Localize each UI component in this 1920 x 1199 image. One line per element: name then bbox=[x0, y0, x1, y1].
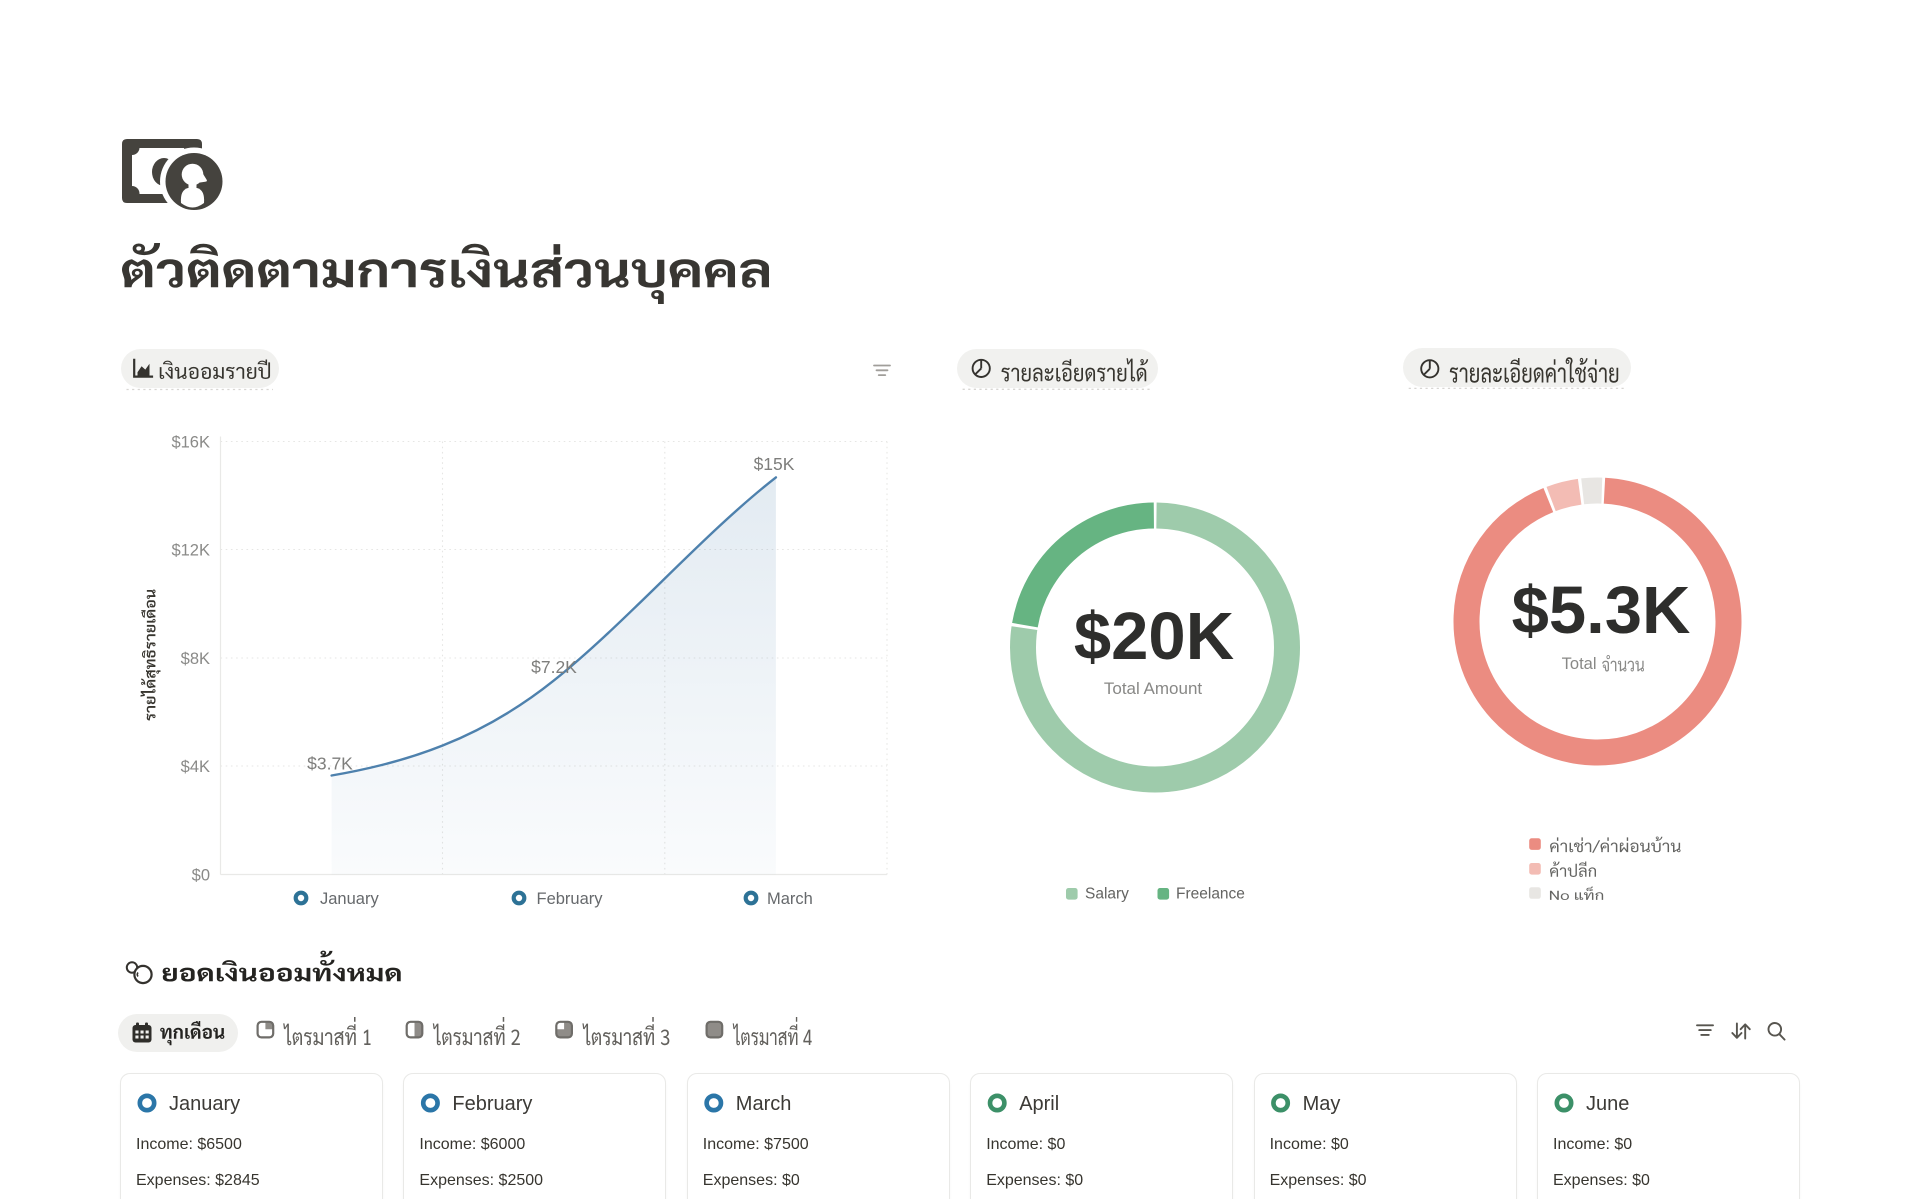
svg-text:$4K: $4K bbox=[181, 758, 210, 776]
svg-text:Total: Total bbox=[1562, 655, 1597, 673]
svg-text:$20K: $20K bbox=[1074, 599, 1234, 674]
svg-text:Income: $0: Income: $0 bbox=[1553, 1136, 1632, 1153]
svg-text:Expenses: $0: Expenses: $0 bbox=[1270, 1172, 1367, 1189]
svg-text:Expenses: $0: Expenses: $0 bbox=[1553, 1172, 1650, 1189]
svg-text:$8K: $8K bbox=[181, 650, 210, 668]
svg-text:February: February bbox=[452, 1093, 532, 1115]
svg-text:$15K: $15K bbox=[754, 454, 795, 474]
svg-text:Income: $6000: Income: $6000 bbox=[419, 1136, 525, 1153]
svg-text:January: January bbox=[169, 1093, 240, 1115]
svg-text:$3.7K: $3.7K bbox=[307, 754, 353, 774]
svg-text:Expenses: $0: Expenses: $0 bbox=[703, 1172, 800, 1189]
svg-text:March: March bbox=[767, 890, 813, 908]
svg-text:Income: $7500: Income: $7500 bbox=[703, 1136, 809, 1153]
svg-text:Expenses: $2845: Expenses: $2845 bbox=[136, 1172, 260, 1189]
svg-text:May: May bbox=[1303, 1093, 1341, 1115]
svg-text:$7.2K: $7.2K bbox=[531, 657, 577, 677]
svg-text:Income: $6500: Income: $6500 bbox=[136, 1136, 242, 1153]
svg-text:Income: $0: Income: $0 bbox=[1270, 1136, 1349, 1153]
svg-text:Total Amount: Total Amount bbox=[1104, 679, 1203, 698]
svg-text:$12K: $12K bbox=[171, 542, 210, 560]
svg-text:Income: $0: Income: $0 bbox=[986, 1136, 1065, 1153]
svg-text:January: January bbox=[320, 890, 379, 908]
svg-text:Freelance: Freelance bbox=[1176, 886, 1245, 903]
svg-text:February: February bbox=[537, 890, 604, 908]
svg-text:Salary: Salary bbox=[1085, 886, 1129, 903]
svg-text:March: March bbox=[736, 1093, 792, 1115]
svg-text:$5.3K: $5.3K bbox=[1512, 573, 1691, 648]
svg-text:$0: $0 bbox=[192, 867, 210, 885]
svg-text:June: June bbox=[1586, 1093, 1629, 1115]
svg-text:$16K: $16K bbox=[171, 434, 210, 452]
svg-text:Expenses: $2500: Expenses: $2500 bbox=[419, 1172, 543, 1189]
svg-text:Expenses: $0: Expenses: $0 bbox=[986, 1172, 1083, 1189]
svg-text:April: April bbox=[1019, 1093, 1059, 1115]
